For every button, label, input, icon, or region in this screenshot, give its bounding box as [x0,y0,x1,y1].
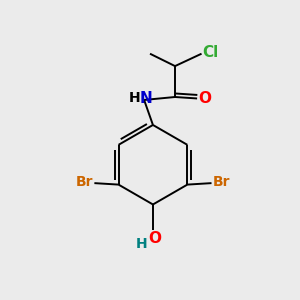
Text: Cl: Cl [202,45,218,60]
Text: O: O [198,91,211,106]
Text: Br: Br [213,175,231,189]
Text: O: O [148,231,161,246]
Text: H: H [136,237,148,250]
Text: H: H [129,91,140,105]
Text: N: N [139,91,152,106]
Text: Br: Br [75,175,93,189]
